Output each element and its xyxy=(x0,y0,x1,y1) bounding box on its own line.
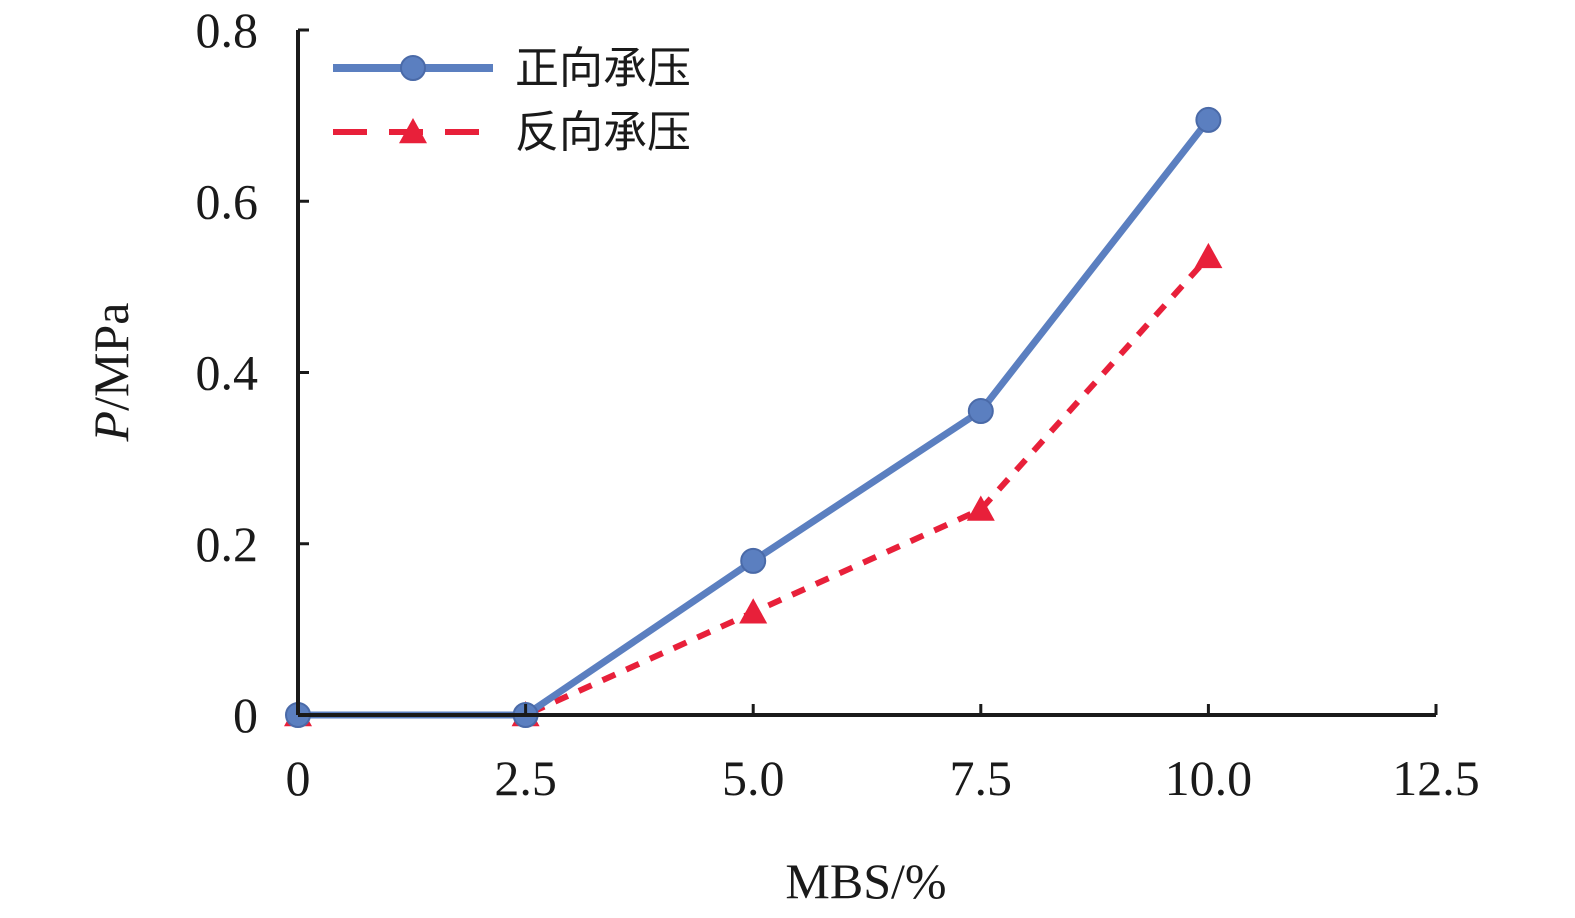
x-tick-label-3: 7.5 xyxy=(950,750,1013,806)
ticks-layer: 0 0.2 0.4 0.6 0.8 0 2.5 5.0 7.5 10.0 12.5 xyxy=(196,2,1480,806)
series-forward xyxy=(285,106,1222,728)
x-tick-label-1: 2.5 xyxy=(494,750,557,806)
data-point-reverse-4 xyxy=(1194,242,1223,269)
legend-label-reverse: 反向承压 xyxy=(515,107,691,158)
y-tick-label-4: 0.8 xyxy=(196,2,259,58)
x-tick-label-0: 0 xyxy=(286,750,311,806)
y-axis-title-symbol: P xyxy=(83,411,139,443)
legend-marker-reverse xyxy=(399,118,427,144)
legend-label-forward: 正向承压 xyxy=(515,43,691,94)
y-axis-title-unit: /MPa xyxy=(83,303,139,411)
legend-item-forward-pressure: 正向承压 xyxy=(333,43,691,94)
legend-marker-shape-0 xyxy=(400,55,426,81)
series-line-reverse xyxy=(298,254,1211,718)
data-point-forward-4 xyxy=(1195,106,1222,133)
y-tick-label-1: 0.2 xyxy=(196,516,259,572)
x-tick-label-4: 10.0 xyxy=(1165,750,1253,806)
series-reverse xyxy=(284,242,1223,727)
x-axis-title: MBS/% xyxy=(785,853,946,909)
legend-marker-forward xyxy=(400,55,426,81)
x-tick-label-2: 5.0 xyxy=(722,750,785,806)
legend-marker-shape-1 xyxy=(399,118,427,144)
data-point-reverse-2 xyxy=(739,598,768,624)
series-line-forward xyxy=(294,116,1212,719)
data-point-forward-3 xyxy=(967,398,994,425)
legend: 正向承压 反向承压 xyxy=(333,43,691,158)
data-point-reverse-3 xyxy=(966,495,995,521)
y-tick-label-3: 0.6 xyxy=(196,173,259,229)
y-tick-label-0: 0 xyxy=(233,687,258,743)
x-tick-label-5: 12.5 xyxy=(1392,750,1480,806)
y-axis-title: P/MPa xyxy=(83,303,139,443)
legend-item-reverse-pressure: 反向承压 xyxy=(333,107,691,158)
y-tick-label-2: 0.4 xyxy=(196,345,259,401)
series-layer xyxy=(284,106,1223,728)
data-point-forward-2 xyxy=(740,547,767,574)
